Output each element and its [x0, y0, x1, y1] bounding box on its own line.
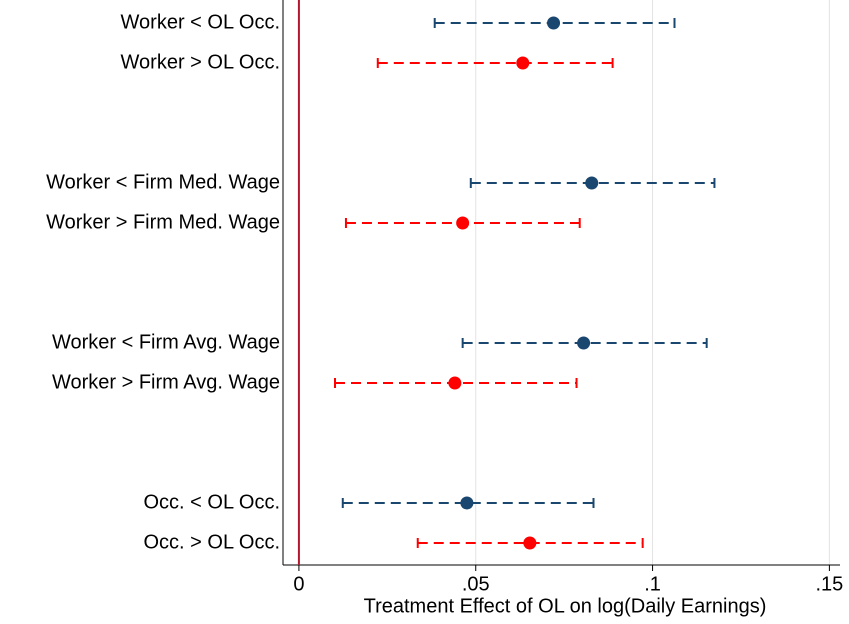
y-tick-label: Occ. < OL Occ.	[143, 491, 280, 513]
y-tick-label: Worker < Firm Avg. Wage	[52, 331, 280, 353]
x-tick-label: 0	[293, 573, 304, 595]
x-tick-label: .1	[644, 573, 661, 595]
y-tick-label: Worker < OL Occ.	[121, 11, 280, 33]
point	[448, 376, 462, 390]
point	[460, 496, 474, 510]
y-tick-label: Occ. > OL Occ.	[143, 531, 280, 553]
point	[585, 176, 599, 190]
y-tick-label: Worker < Firm Med. Wage	[46, 171, 280, 193]
point	[456, 216, 470, 230]
y-tick-label: Worker > Firm Med. Wage	[46, 211, 280, 233]
x-tick-label: .15	[815, 573, 843, 595]
point	[516, 56, 530, 70]
point	[547, 16, 561, 30]
x-tick-label: .05	[462, 573, 490, 595]
y-tick-label: Worker > OL Occ.	[121, 51, 280, 73]
point	[523, 536, 537, 550]
x-axis-label: Treatment Effect of OL on log(Daily Earn…	[364, 595, 767, 617]
y-tick-label: Worker > Firm Avg. Wage	[52, 371, 280, 393]
point	[577, 336, 591, 350]
